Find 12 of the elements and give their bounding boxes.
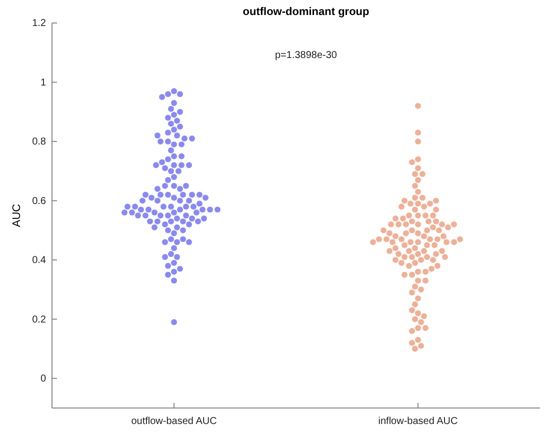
y-tick-label: 0.2 bbox=[32, 314, 46, 326]
y-tick-label: 0.6 bbox=[32, 196, 46, 207]
y-tick-label: 0.8 bbox=[32, 136, 46, 148]
chart-title: outflow-dominant group bbox=[242, 6, 370, 18]
y-tick-label: 0.4 bbox=[32, 255, 46, 266]
x-tick-label: outflow-based AUC bbox=[131, 416, 217, 427]
annotation: p=1.3898e-30 bbox=[274, 50, 338, 61]
y-tick-label: 1 bbox=[40, 77, 46, 88]
y-axis-title: AUC bbox=[11, 204, 23, 228]
y-tick-label: 1.2 bbox=[32, 18, 46, 30]
y-tick-label: 0 bbox=[40, 374, 46, 385]
x-tick-label: inflow-based AUC bbox=[378, 416, 458, 427]
